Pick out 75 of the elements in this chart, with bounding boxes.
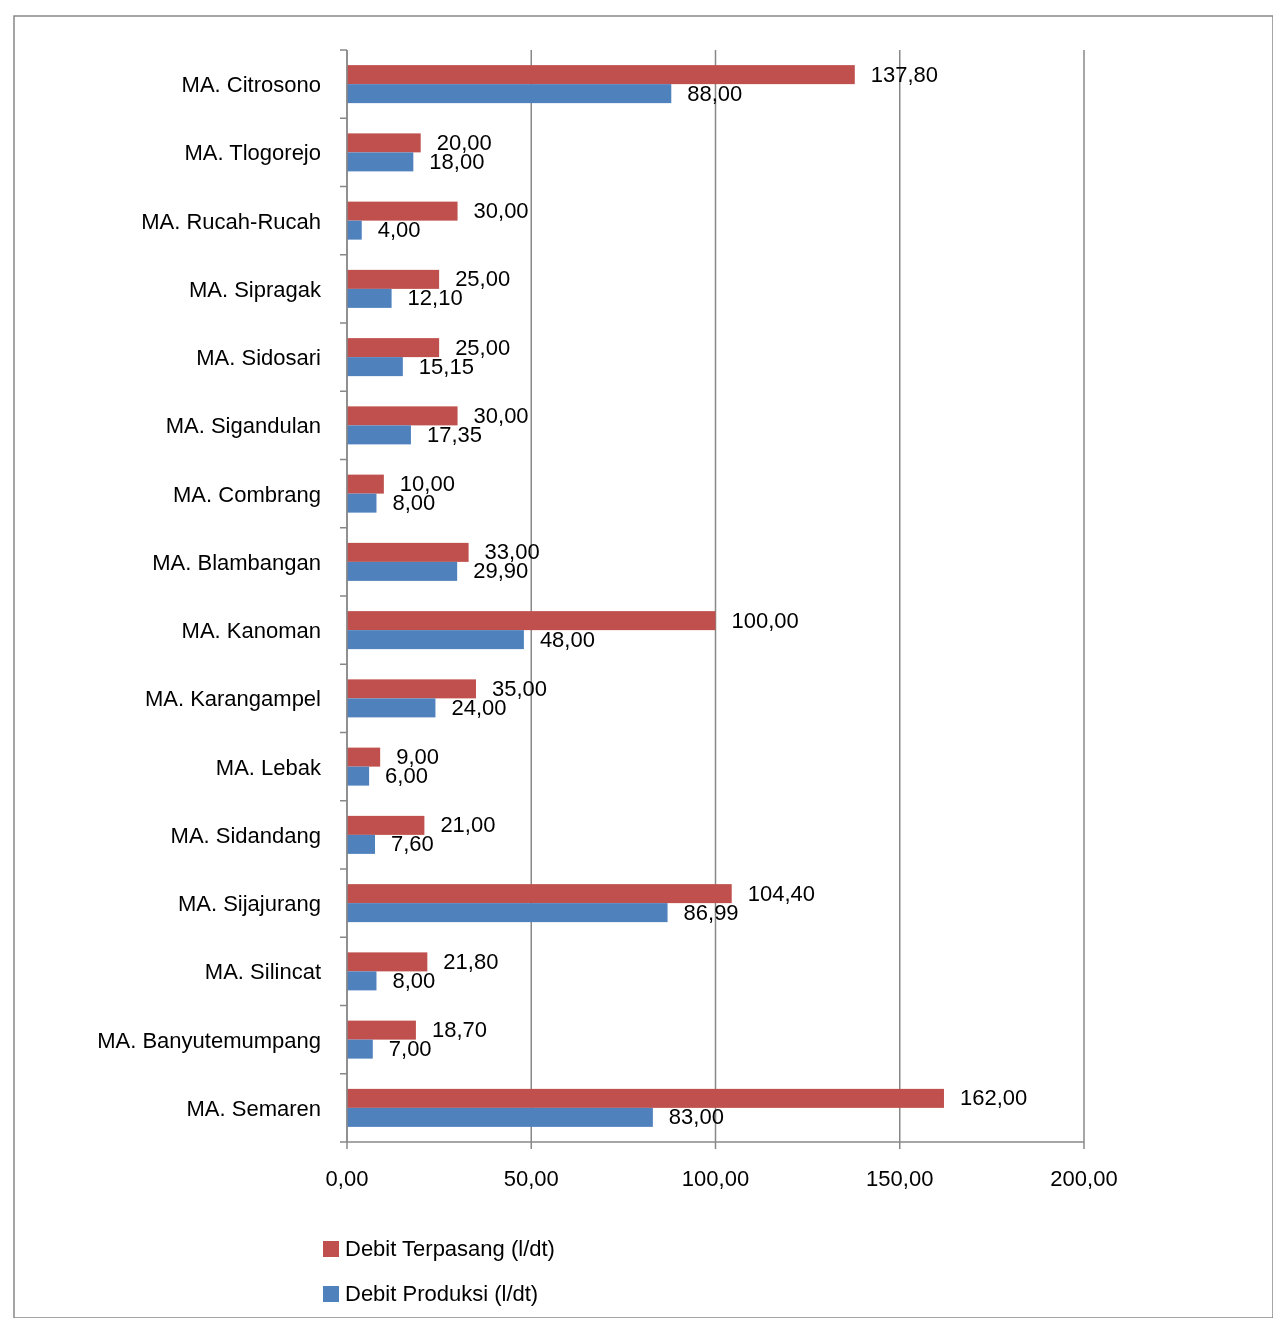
data-label: 104,40 <box>747 880 816 906</box>
bar <box>347 834 376 854</box>
bar <box>347 65 855 85</box>
bar <box>347 152 414 172</box>
bar <box>347 220 362 240</box>
bar <box>347 561 458 581</box>
y-tick-label: MA. Sidosari <box>196 345 321 371</box>
bar <box>347 815 425 835</box>
legend-label: Debit Produksi (l/dt) <box>345 1281 539 1306</box>
bar <box>347 884 732 904</box>
bar <box>347 201 458 221</box>
y-tick-label: MA. Kanoman <box>181 618 321 644</box>
data-label: 137,80 <box>870 61 939 87</box>
y-tick-label: MA. Sigandulan <box>165 413 321 439</box>
data-label: 83,00 <box>668 1104 724 1130</box>
bar <box>347 288 392 308</box>
data-label: 48,00 <box>539 626 595 652</box>
data-label: 86,99 <box>683 899 739 925</box>
data-label: 21,00 <box>440 812 496 838</box>
bar <box>347 952 428 972</box>
data-label: 25,00 <box>455 334 511 360</box>
bar <box>347 269 440 289</box>
y-tick-label: MA. Blambangan <box>152 549 321 575</box>
data-label: 8,00 <box>392 967 436 993</box>
bar <box>347 611 716 631</box>
y-tick-label: MA. Silincat <box>204 959 321 985</box>
bar <box>347 493 377 513</box>
y-tick-label: MA. Citrosono <box>181 72 321 98</box>
bar <box>347 133 421 153</box>
x-tick-label: 0,00 <box>325 1166 369 1191</box>
bar <box>347 971 377 991</box>
y-tick-label: MA. Combrang <box>173 481 321 507</box>
data-label: 18,70 <box>431 1017 487 1043</box>
data-label: 21,80 <box>443 948 499 974</box>
bar <box>347 679 476 699</box>
bar <box>347 425 411 445</box>
bar <box>347 1020 416 1040</box>
data-label: 30,00 <box>473 198 529 224</box>
legend-label: Debit Terpasang (l/dt) <box>345 1236 555 1261</box>
data-label: 12,10 <box>407 285 463 311</box>
bar <box>347 1107 653 1127</box>
bar <box>347 698 436 718</box>
y-tick-label: MA. Banyutemumpang <box>97 1027 321 1053</box>
y-tick-label: MA. Lebak <box>215 754 322 780</box>
bar <box>347 406 458 426</box>
x-tick-label: 200,00 <box>1050 1166 1118 1191</box>
bar <box>347 84 672 104</box>
bar <box>347 357 403 377</box>
bar <box>347 630 524 650</box>
bar <box>347 1039 373 1059</box>
data-label: 88,00 <box>687 80 743 106</box>
data-label: 100,00 <box>731 607 799 633</box>
bar <box>347 903 668 923</box>
data-label: 4,00 <box>377 217 421 243</box>
bar <box>347 766 370 786</box>
x-tick-label: 100,00 <box>681 1166 750 1191</box>
data-label: 7,00 <box>388 1036 432 1062</box>
y-tick-label: MA. Tlogorejo <box>184 140 321 166</box>
bar <box>347 1088 944 1108</box>
data-label: 7,60 <box>391 831 434 857</box>
bar <box>347 338 440 358</box>
x-tick-label: 150,00 <box>866 1166 934 1191</box>
data-label: 162,00 <box>959 1085 1028 1111</box>
data-label: 35,00 <box>491 675 548 701</box>
data-label: 30,00 <box>473 402 529 428</box>
bar <box>347 542 469 562</box>
y-tick-label: MA. Rucah-Rucah <box>141 208 321 234</box>
bar <box>347 474 384 494</box>
y-tick-label: MA. Karangampel <box>144 686 321 712</box>
y-tick-label: MA. Sidandang <box>170 822 321 848</box>
x-tick-label: 50,00 <box>503 1166 559 1191</box>
y-tick-label: MA. Sijajurang <box>177 891 321 917</box>
bar <box>347 747 381 767</box>
y-tick-label: MA. Semaren <box>186 1095 321 1121</box>
y-tick-label: MA. Sipragak <box>188 276 322 302</box>
